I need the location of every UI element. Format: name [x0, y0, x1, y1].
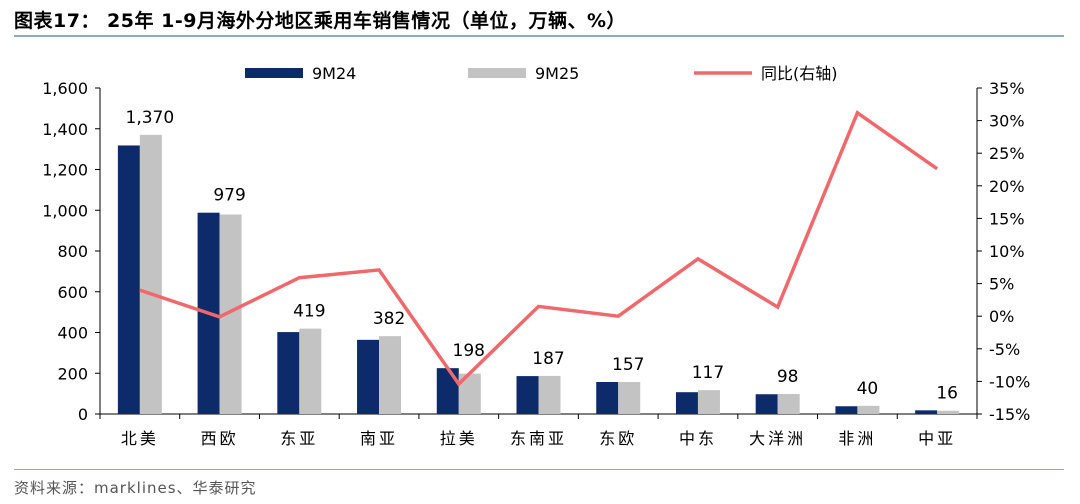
x-tick-label: 非洲 — [838, 429, 876, 448]
bar-9m25 — [299, 328, 322, 414]
bar-9m24 — [357, 339, 380, 414]
x-tick-label: 大洋洲 — [749, 429, 806, 448]
bar-9m25 — [777, 394, 800, 414]
x-tick-label: 东亚 — [280, 429, 318, 448]
bar-9m25 — [219, 214, 242, 414]
y-right-tick-label: 15% — [989, 209, 1025, 228]
y-left-tick-label: 1,000 — [42, 201, 88, 220]
bar-9m24 — [117, 145, 140, 414]
y-right-tick-label: 35% — [989, 79, 1025, 98]
bar-data-label: 157 — [612, 355, 644, 375]
bar-data-label: 382 — [373, 309, 405, 329]
x-tick-label: 东南亚 — [510, 429, 567, 448]
y-right-tick-label: 5% — [989, 275, 1014, 294]
x-tick-label: 北美 — [121, 429, 159, 448]
bar-9m24 — [436, 368, 459, 414]
bar-9m25 — [458, 373, 481, 414]
y-left-tick-label: 0 — [78, 405, 88, 424]
y-left-tick-label: 1,400 — [42, 120, 88, 139]
bar-9m24 — [675, 392, 698, 414]
bar-9m24 — [596, 382, 619, 414]
bar-data-label: 419 — [293, 302, 325, 322]
source-note: 资料来源：marklines、华泰研究 — [14, 479, 257, 497]
yoy-line — [139, 110, 939, 387]
bar-9m25 — [937, 410, 960, 414]
y-right-tick-label: 10% — [989, 242, 1025, 261]
bar-9m24 — [755, 394, 778, 414]
y-right-tick-label: 25% — [989, 144, 1025, 163]
bar-data-label: 1,370 — [126, 108, 175, 128]
x-tick-label: 中东 — [679, 429, 717, 448]
bar-9m25 — [379, 336, 402, 414]
bar-9m24 — [277, 332, 300, 414]
figure-title: 图表17： 25年 1-9月海外分地区乘用车销售情况（单位，万辆、%） — [14, 10, 626, 32]
bar-data-label: 198 — [453, 341, 485, 361]
y-left-tick-label: 1,200 — [42, 161, 88, 180]
y-left-tick-label: 200 — [57, 364, 88, 383]
y-right-tick-label: -15% — [989, 405, 1030, 424]
x-tick-label: 东欧 — [599, 429, 637, 448]
bar-data-label: 187 — [532, 349, 564, 369]
legend-swatch-9m25 — [468, 68, 526, 78]
legend-label-yoy: 同比(右轴) — [761, 64, 838, 83]
bar-9m25 — [538, 375, 561, 414]
bar-data-label: 40 — [857, 379, 879, 399]
legend-swatch-9m24 — [245, 68, 303, 78]
bar-9m25 — [139, 134, 162, 415]
bar-9m25 — [697, 390, 720, 414]
bar-9m25 — [857, 405, 880, 414]
combo-chart: 0 200 400 600 800 1,000 1,200 1,400 1,600 -15% -10… — [42, 64, 1030, 448]
y-left-tick-label: 800 — [57, 242, 88, 261]
bar-9m24 — [915, 410, 938, 414]
y-left-tick-label: 1,600 — [42, 79, 88, 98]
title-divider — [14, 35, 1064, 37]
y-right-tick-label: 0% — [989, 307, 1014, 326]
x-tick-label: 西欧 — [201, 429, 239, 448]
legend-label-9m24: 9M24 — [312, 64, 356, 83]
bar-data-label: 979 — [213, 186, 245, 206]
bar-data-label: 98 — [777, 367, 799, 387]
bar-9m24 — [835, 406, 858, 414]
bar-9m24 — [516, 376, 539, 414]
bar-data-label: 117 — [692, 363, 724, 383]
y-left-tick-label: 600 — [57, 283, 88, 302]
y-right-tick-label: 30% — [989, 112, 1025, 131]
x-tick-label: 中亚 — [918, 429, 956, 448]
legend-label-9m25: 9M25 — [535, 64, 579, 83]
source-divider — [14, 469, 1064, 470]
x-tick-label: 南亚 — [360, 429, 398, 448]
y-right-tick-label: -5% — [989, 340, 1020, 359]
y-right-tick-label: -10% — [989, 372, 1030, 391]
bar-data-label: 16 — [936, 383, 958, 403]
y-right-tick-label: 20% — [989, 177, 1025, 196]
x-tick-label: 拉美 — [440, 429, 478, 448]
bar-9m25 — [618, 382, 641, 414]
y-left-tick-label: 400 — [57, 324, 88, 343]
